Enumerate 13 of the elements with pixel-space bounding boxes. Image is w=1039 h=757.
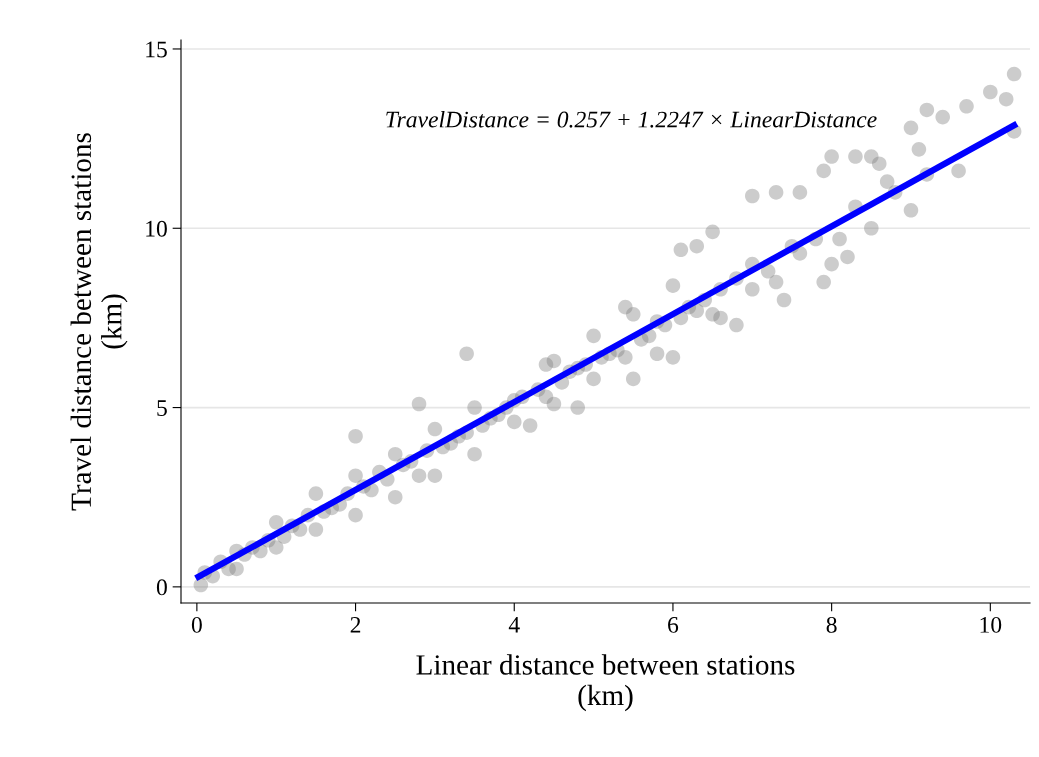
y-tick-label: 15 [146, 41, 167, 58]
x-tick-label: 10 [980, 616, 1002, 633]
y-tick-label: 5 [157, 400, 167, 416]
y-axis-title: Travel distance between stations (km) [70, 133, 128, 511]
x-tick-label: 0 [191, 616, 202, 633]
x-axis-title: Linear distance between stations (km) [416, 654, 795, 712]
annotation: TravelDistance = 0.257 + 1.2247 × LinearDistance [386, 110, 877, 128]
y-tick-label: 10 [146, 220, 167, 237]
x-tick-label: 4 [508, 617, 520, 633]
x-tick-label: 6 [668, 616, 679, 633]
y-tick-label: 0 [156, 579, 167, 596]
x-tick-label: 8 [826, 616, 837, 633]
x-tick-label: 2 [350, 616, 361, 633]
